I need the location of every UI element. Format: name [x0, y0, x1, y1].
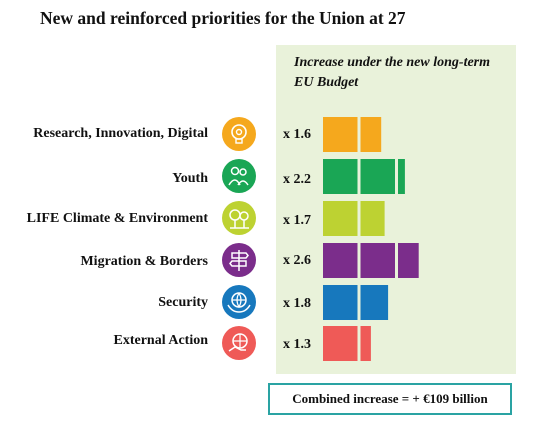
multiplier-life-climate: x 1.7 — [283, 213, 311, 228]
budget-increase-panel: Increase under the new long-term EU Budg… — [276, 45, 516, 374]
row-label-migration: Migration & Borders — [80, 254, 208, 269]
lightbulb-gear-icon — [222, 117, 256, 151]
row-label-external-action: External Action — [113, 333, 209, 348]
globe-hands-icon — [222, 285, 256, 319]
multiplier-research: x 1.6 — [283, 127, 311, 142]
multiplier-migration: x 2.6 — [283, 253, 311, 268]
row-label-life-climate: LIFE Climate & Environment — [26, 211, 208, 226]
trees-icon — [222, 201, 256, 235]
row-label-research: Research, Innovation, Digital — [33, 126, 208, 141]
multiplier-external-action: x 1.3 — [283, 337, 311, 352]
signpost-icon — [222, 243, 256, 277]
people-icon — [222, 159, 256, 193]
chart-title: New and reinforced priorities for the Un… — [40, 8, 406, 28]
globe-hand-icon — [222, 326, 256, 360]
panel-title: Increase under the new long-term EU Budg… — [294, 55, 491, 90]
row-label-security: Security — [158, 295, 208, 310]
multiplier-youth: x 2.2 — [283, 172, 311, 187]
combined-increase-box: Combined increase = + €109 billion — [268, 383, 512, 415]
multiplier-security: x 1.8 — [283, 296, 311, 311]
row-label-youth: Youth — [172, 171, 208, 186]
